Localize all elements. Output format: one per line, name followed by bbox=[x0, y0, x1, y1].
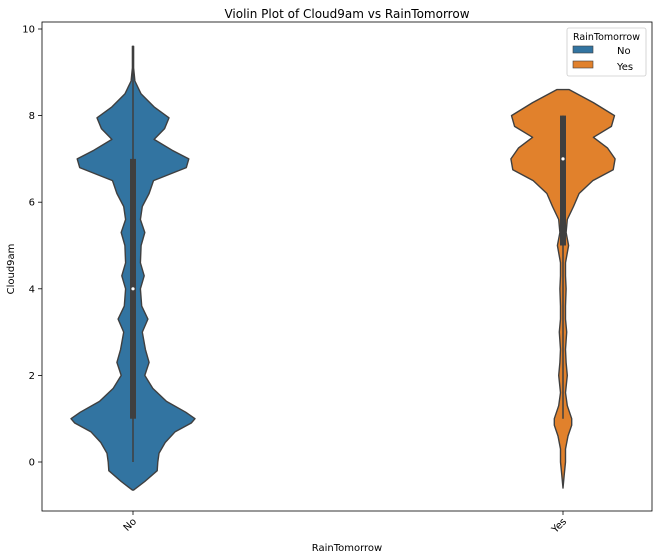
y-tick-label: 4 bbox=[29, 284, 35, 295]
y-tick-label: 0 bbox=[29, 458, 35, 469]
median-dot-yes bbox=[561, 157, 565, 161]
legend-label-yes: Yes bbox=[616, 62, 633, 73]
chart-title: Violin Plot of Cloud9am vs RainTomorrow bbox=[224, 7, 469, 21]
x-tick-label-no: No bbox=[122, 516, 139, 533]
y-tick-label: 2 bbox=[29, 371, 35, 382]
y-axis: 0 2 4 6 8 10 bbox=[22, 25, 42, 469]
y-tick-label: 6 bbox=[29, 198, 35, 209]
legend: RainTomorrow No Yes bbox=[566, 27, 647, 77]
y-tick-label: 8 bbox=[29, 111, 35, 122]
legend-swatch-yes bbox=[572, 60, 594, 69]
plot-frame bbox=[41, 21, 653, 512]
x-axis: No Yes bbox=[122, 511, 569, 536]
iqr-box-yes bbox=[560, 115, 566, 246]
legend-swatch-no bbox=[572, 45, 594, 54]
median-dot-no bbox=[131, 287, 135, 291]
legend-title: RainTomorrow bbox=[573, 32, 640, 43]
y-tick-label: 10 bbox=[22, 25, 35, 36]
x-axis-label: RainTomorrow bbox=[312, 543, 382, 554]
y-axis-label: Cloud9am bbox=[6, 244, 17, 295]
legend-label-no: No bbox=[617, 46, 631, 57]
plot-area bbox=[70, 45, 616, 491]
x-tick-label-yes: Yes bbox=[549, 516, 569, 536]
